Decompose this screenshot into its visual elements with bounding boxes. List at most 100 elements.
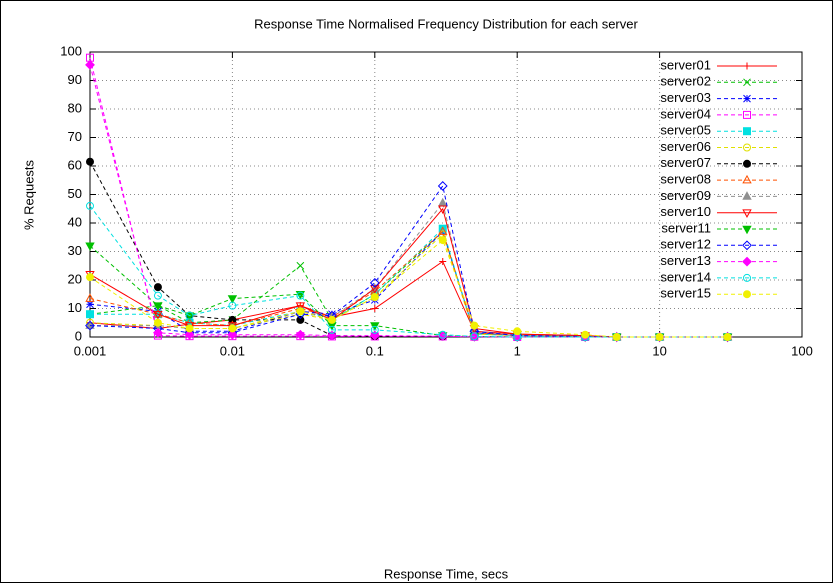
marker (184, 329, 195, 340)
marker (327, 315, 336, 324)
y-tick-label: 10 (68, 300, 82, 315)
marker (227, 295, 238, 304)
marker (185, 324, 194, 333)
series-line (89, 239, 728, 338)
marker (743, 94, 751, 103)
marker (470, 332, 479, 341)
legend-label: server05 (660, 123, 711, 138)
legend-label: server08 (660, 172, 711, 187)
legend-label: server14 (660, 269, 711, 284)
legend-label: server01 (660, 57, 711, 72)
marker (581, 330, 590, 339)
marker (86, 157, 94, 166)
marker (85, 320, 95, 331)
y-axis-label: % Requests (21, 159, 36, 230)
marker (370, 325, 379, 334)
marker (438, 205, 448, 214)
marker (86, 300, 94, 309)
marker (371, 305, 379, 312)
marker (742, 225, 752, 235)
legend-label: server09 (660, 188, 711, 203)
marker (743, 159, 751, 168)
marker (153, 283, 162, 292)
legend-label: server11 (661, 220, 711, 235)
legend-label: server15 (660, 286, 711, 301)
marker (295, 290, 306, 300)
marker (742, 174, 752, 184)
marker (153, 318, 162, 327)
marker (86, 201, 94, 210)
marker (85, 59, 95, 70)
marker (86, 273, 94, 282)
chart-title: Response Time Normalised Frequency Distr… (254, 16, 638, 31)
marker (295, 302, 306, 311)
legend-label: server07 (660, 155, 711, 170)
marker (228, 301, 237, 310)
y-tick-label: 40 (68, 214, 82, 229)
y-tick-label: 70 (68, 129, 82, 144)
marker (296, 307, 305, 316)
marker (742, 240, 752, 251)
marker (296, 315, 305, 324)
legend-label: server12 (660, 237, 711, 252)
marker (369, 330, 380, 341)
x-tick-label: 100 (791, 343, 813, 358)
legend-label: server10 (660, 204, 711, 219)
x-tick-label: 0.001 (74, 343, 107, 358)
x-axis-label: Response Time, secs (384, 566, 509, 581)
marker (370, 293, 379, 302)
marker (655, 333, 664, 341)
marker (295, 329, 306, 340)
y-tick-label: 30 (68, 243, 82, 258)
marker (742, 191, 752, 200)
marker (153, 327, 163, 338)
marker (153, 291, 162, 300)
marker (743, 62, 751, 70)
y-tick-label: 90 (68, 72, 82, 87)
marker (153, 302, 163, 311)
x-tick-label: 0.1 (366, 343, 384, 358)
marker (743, 290, 751, 299)
marker (370, 285, 380, 294)
marker (742, 209, 752, 218)
marker (327, 330, 337, 341)
marker (743, 273, 751, 282)
marker (743, 110, 751, 119)
marker (743, 127, 751, 136)
marker (228, 324, 237, 333)
marker (437, 181, 448, 191)
y-tick-label: 60 (68, 157, 82, 172)
marker (327, 325, 336, 334)
marker (153, 310, 163, 320)
marker (438, 236, 447, 245)
legend-label: server04 (660, 106, 711, 121)
marker (723, 333, 732, 341)
marker (438, 330, 447, 339)
marker (296, 261, 305, 270)
x-tick-label: 1 (514, 343, 521, 358)
x-tick-label: 10 (652, 343, 666, 358)
marker (86, 310, 94, 319)
legend-label: server03 (660, 90, 711, 105)
marker (438, 226, 448, 235)
series-line (89, 57, 728, 338)
marker (85, 293, 95, 302)
marker (369, 277, 380, 288)
y-tick-label: 0 (75, 328, 82, 343)
x-tick-label: 0.01 (220, 343, 245, 358)
marker (470, 321, 479, 330)
legend-label: server06 (660, 139, 711, 154)
legend-label: server13 (660, 253, 711, 268)
y-tick-label: 50 (68, 186, 82, 201)
y-tick-label: 80 (68, 100, 82, 115)
marker (227, 329, 238, 340)
marker (743, 143, 751, 152)
marker (185, 311, 194, 320)
marker (743, 78, 751, 87)
marker (85, 320, 95, 329)
marker (742, 256, 752, 267)
marker (513, 327, 522, 336)
marker (612, 333, 621, 341)
marker (296, 291, 305, 300)
